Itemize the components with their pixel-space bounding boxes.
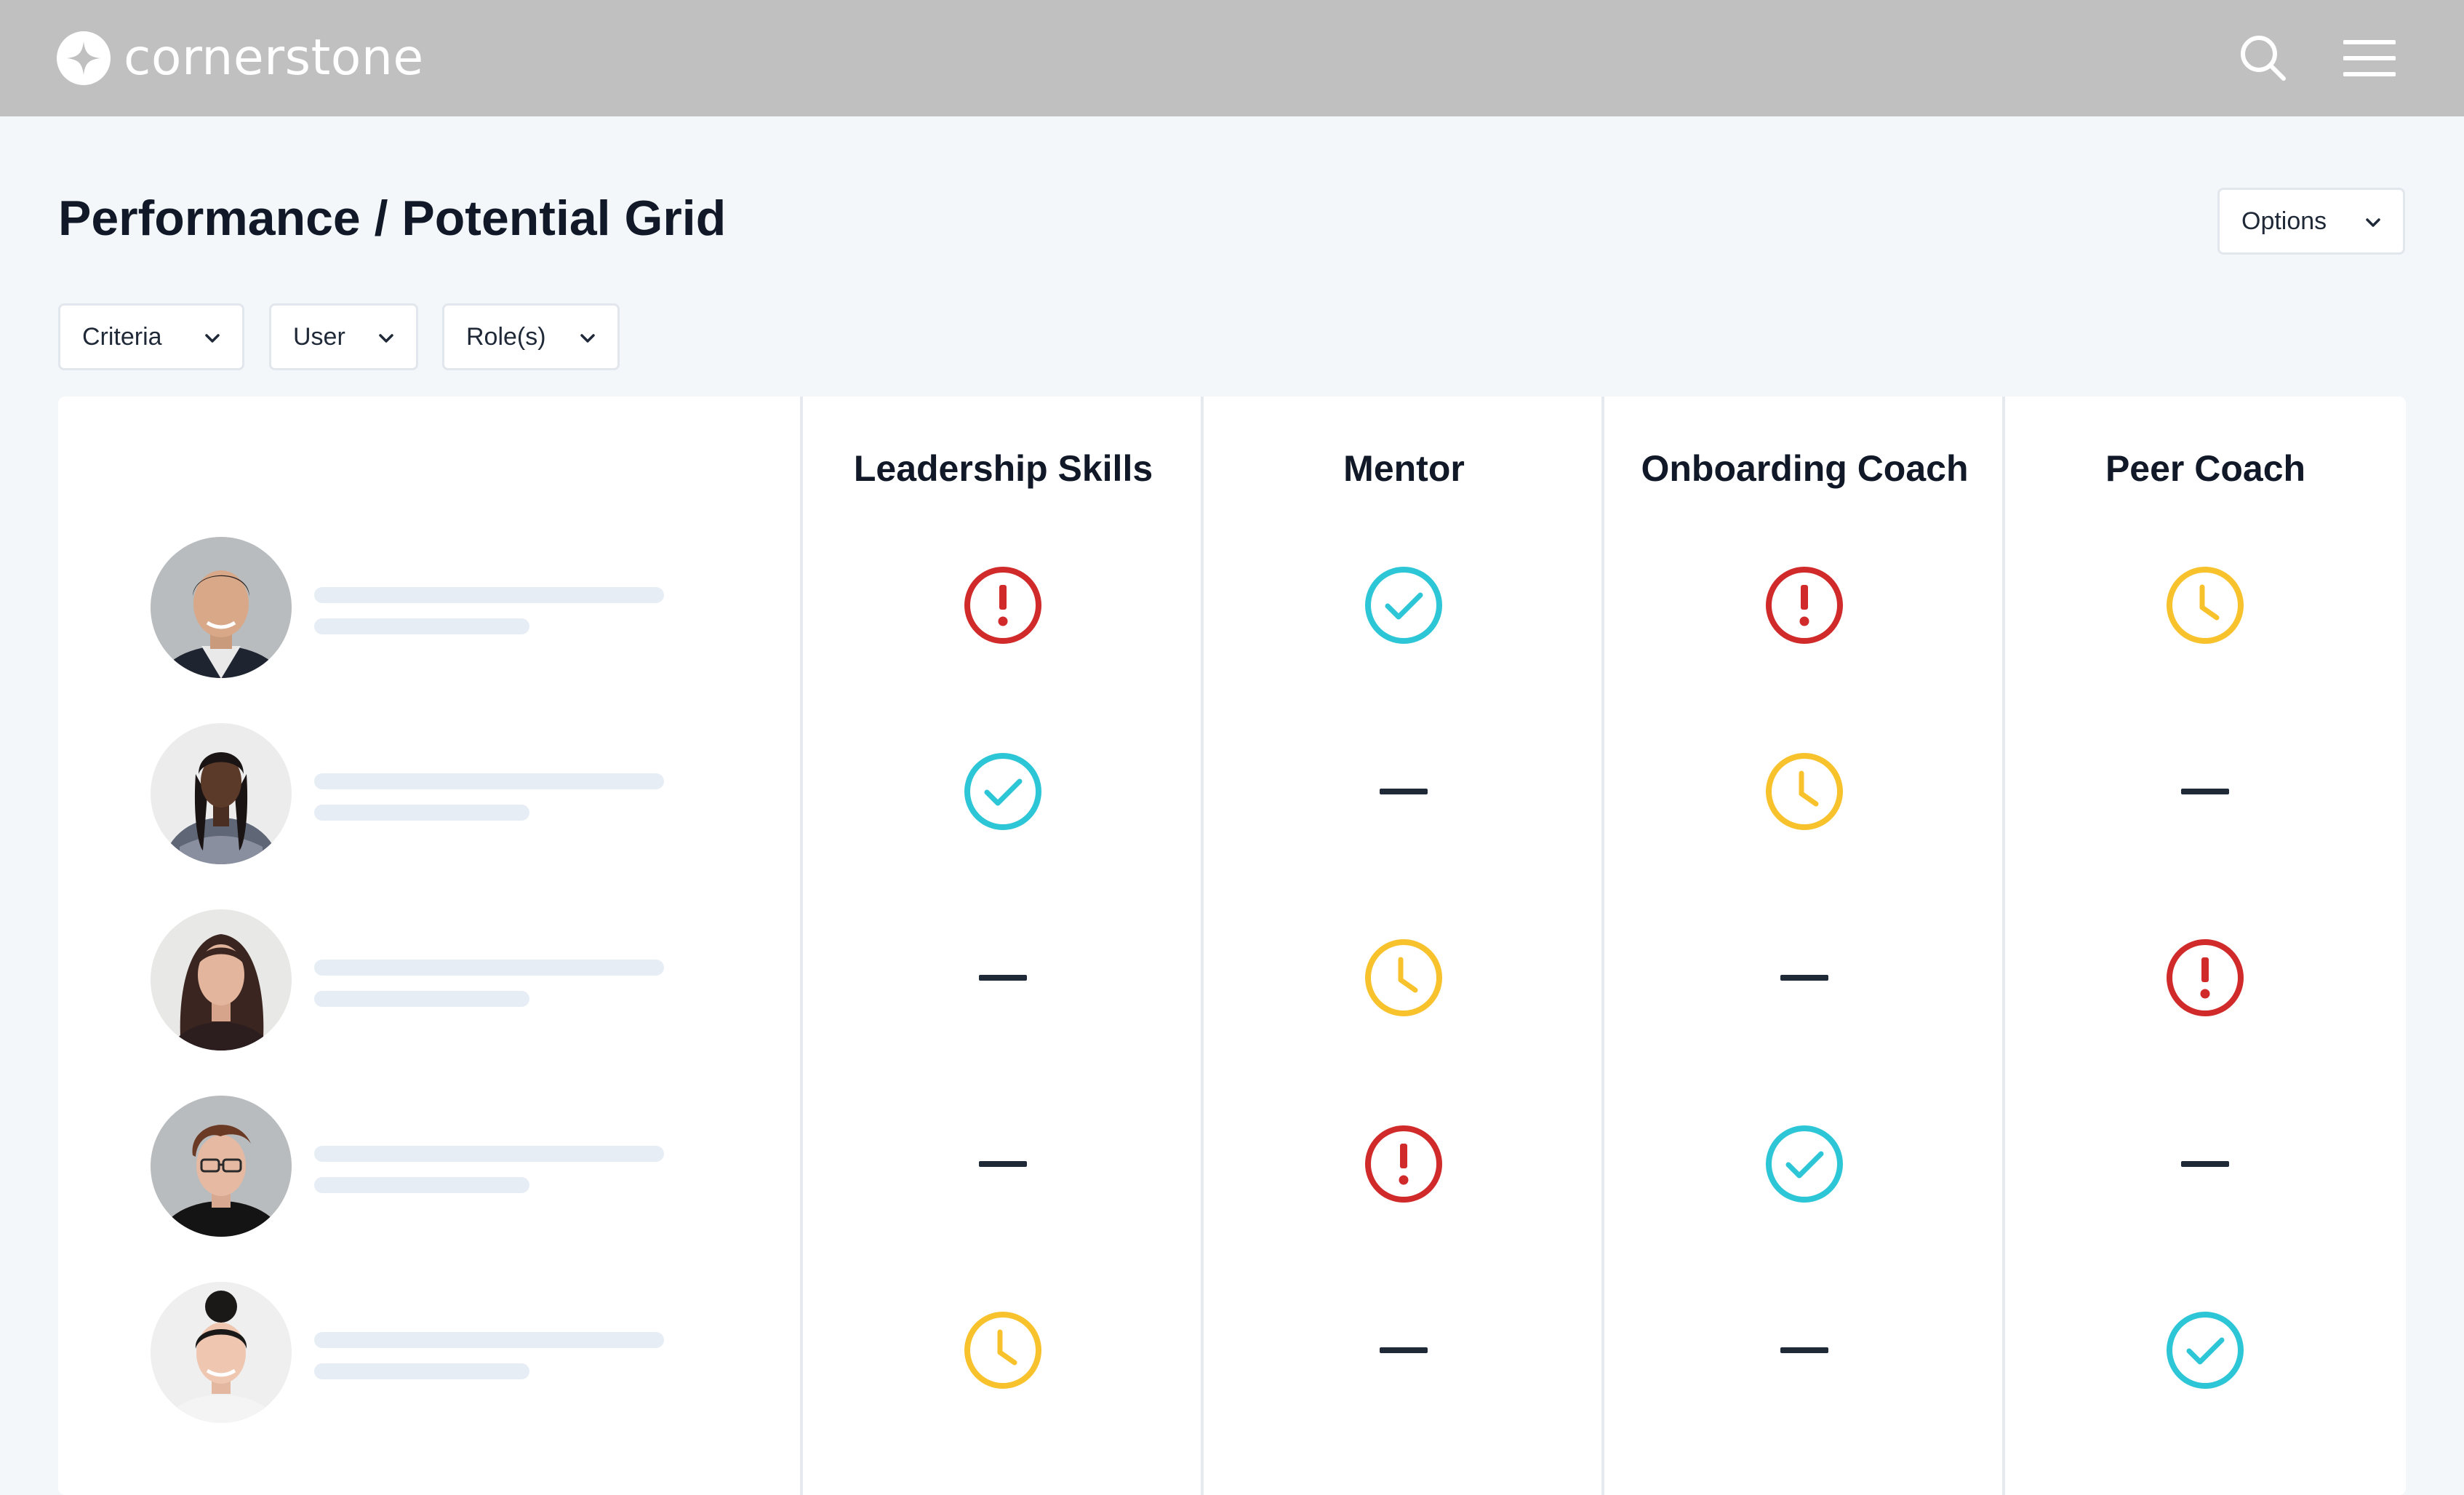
column-header-leadership-skills[interactable]: Leadership Skills (853, 448, 1153, 489)
criteria-filter-dropdown[interactable]: Criteria (58, 303, 244, 370)
table-row[interactable] (58, 1093, 800, 1239)
chevron-down-icon (205, 334, 220, 343)
chevron-down-icon (580, 334, 595, 343)
performance-grid-card: Leadership Skills Mentor Onboarding Coac… (58, 396, 2406, 1495)
dash-icon (1364, 1310, 1444, 1390)
page-title: Performance / Potential Grid (58, 191, 727, 246)
checkmark-icon[interactable] (1764, 1124, 1844, 1204)
avatar[interactable] (151, 1096, 292, 1237)
name-placeholder (314, 1332, 664, 1348)
dash-icon (963, 1124, 1043, 1204)
clock-icon[interactable] (1764, 752, 1844, 832)
clock-icon[interactable] (963, 1310, 1043, 1390)
brand-name: cornerstone (124, 29, 424, 87)
roles-filter-dropdown[interactable]: Role(s) (442, 303, 620, 370)
column-header-onboarding-coach[interactable]: Onboarding Coach (1641, 448, 1969, 489)
name-placeholder (314, 960, 664, 976)
criteria-label: Criteria (82, 322, 162, 351)
clock-icon[interactable] (1364, 938, 1444, 1018)
column-divider (2002, 396, 2005, 1495)
alert-icon[interactable] (1764, 565, 1844, 645)
dash-icon (1764, 938, 1844, 1018)
name-placeholder (314, 773, 664, 789)
chevron-down-icon (379, 334, 393, 343)
alert-icon[interactable] (1364, 1124, 1444, 1204)
name-placeholder (314, 1146, 664, 1162)
checkmark-icon[interactable] (963, 752, 1043, 832)
user-label: User (293, 322, 345, 351)
avatar[interactable] (151, 537, 292, 678)
hamburger-menu-icon[interactable] (2343, 32, 2396, 84)
dash-icon (1364, 752, 1444, 832)
alert-icon[interactable] (2165, 938, 2245, 1018)
roles-label: Role(s) (466, 322, 546, 351)
dash-icon (2165, 752, 2245, 832)
table-row[interactable] (58, 1280, 800, 1425)
table-row[interactable] (58, 721, 800, 866)
brand-logo[interactable]: cornerstone (57, 31, 424, 86)
subtitle-placeholder (314, 618, 529, 634)
clock-icon[interactable] (2165, 565, 2245, 645)
checkmark-icon[interactable] (2165, 1310, 2245, 1390)
checkmark-icon[interactable] (1364, 565, 1444, 645)
options-label: Options (2241, 207, 2327, 235)
top-navigation-bar: cornerstone (0, 0, 2464, 116)
chevron-down-icon (2366, 218, 2380, 227)
cornerstone-logo-icon (57, 31, 111, 85)
column-divider (1601, 396, 1604, 1495)
name-placeholder (314, 587, 664, 603)
user-filter-dropdown[interactable]: User (269, 303, 418, 370)
column-divider (800, 396, 803, 1495)
options-dropdown[interactable]: Options (2217, 188, 2405, 255)
avatar[interactable] (151, 1282, 292, 1423)
avatar[interactable] (151, 909, 292, 1051)
column-divider (1201, 396, 1204, 1495)
alert-icon[interactable] (963, 565, 1043, 645)
search-icon[interactable] (2237, 32, 2289, 84)
table-row[interactable] (58, 535, 800, 680)
column-header-mentor[interactable]: Mentor (1343, 448, 1465, 489)
dash-icon (963, 938, 1043, 1018)
dash-icon (1764, 1310, 1844, 1390)
subtitle-placeholder (314, 1177, 529, 1193)
subtitle-placeholder (314, 805, 529, 821)
subtitle-placeholder (314, 991, 529, 1007)
avatar[interactable] (151, 723, 292, 864)
column-header-peer-coach[interactable]: Peer Coach (2105, 448, 2306, 489)
table-row[interactable] (58, 907, 800, 1053)
dash-icon (2165, 1124, 2245, 1204)
subtitle-placeholder (314, 1363, 529, 1379)
